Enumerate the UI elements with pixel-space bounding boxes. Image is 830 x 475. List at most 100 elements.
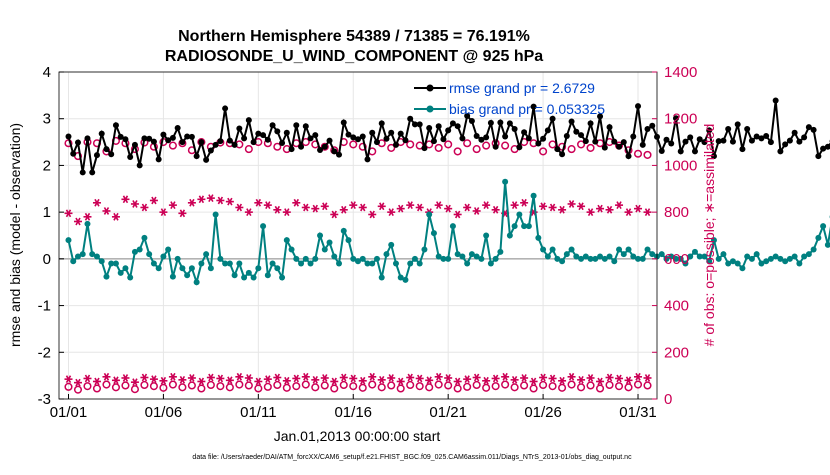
rmse-point [251, 139, 257, 145]
rmse-point [89, 169, 95, 175]
left-tick-label: -1 [38, 298, 51, 315]
x-tick-label: 01/16 [334, 404, 372, 421]
bias-point [531, 193, 537, 199]
right-tick-label: 200 [664, 344, 689, 361]
bias-point [820, 223, 826, 229]
rmse-point [474, 133, 480, 139]
bias-point [569, 247, 575, 253]
rmse-point [369, 130, 375, 136]
rmse-point [493, 144, 499, 150]
rmse-point [208, 147, 214, 153]
rmse-point [559, 151, 565, 157]
rmse-point [398, 131, 404, 137]
bias-point [379, 275, 385, 281]
rmse-point [792, 130, 798, 136]
bias-point [488, 261, 494, 267]
rmse-point [232, 142, 238, 148]
bias-point [754, 251, 760, 257]
rmse-point [611, 139, 617, 145]
x-tick-label: 01/06 [145, 404, 183, 421]
bias-point [156, 265, 162, 271]
bias-point [331, 254, 337, 260]
rmse-point [469, 118, 475, 124]
rmse-point [801, 134, 807, 140]
rmse-point [512, 126, 518, 132]
rmse-point [497, 119, 503, 125]
bias-point [815, 235, 821, 241]
rmse-point [773, 97, 779, 103]
bias-point [421, 247, 427, 253]
rmse-point [521, 129, 527, 135]
bias-point [564, 251, 570, 257]
rmse-point [720, 138, 726, 144]
rmse-point [678, 148, 684, 154]
bias-point [298, 261, 304, 267]
bias-point [279, 275, 285, 281]
rmse-point [616, 144, 622, 150]
rmse-point [763, 133, 769, 139]
rmse-point [270, 122, 276, 128]
rmse-point [194, 153, 200, 159]
rmse-point [70, 151, 76, 157]
bias-point [265, 272, 271, 278]
bias-point [507, 233, 513, 239]
bias-point [516, 211, 522, 217]
x-tick-label: 01/11 [240, 404, 276, 421]
rmse-point [222, 105, 228, 111]
bias-point [303, 256, 309, 262]
bias-point [208, 265, 214, 271]
rmse-point [749, 138, 755, 144]
bias-point [203, 251, 209, 257]
bias-point [412, 256, 418, 262]
rmse-point [103, 146, 109, 152]
chart-title-line1: Northern Hemisphere 54389 / 71385 = 76.1… [178, 28, 530, 45]
rmse-point [227, 138, 233, 144]
rmse-point [488, 120, 494, 126]
bias-point [146, 251, 152, 257]
bias-point [184, 272, 190, 278]
bias-point [483, 233, 489, 239]
left-tick-label: 2 [43, 157, 51, 174]
rmse-point [426, 125, 432, 131]
rmse-point [393, 142, 399, 148]
rmse-point [179, 139, 185, 145]
rmse-point [156, 156, 162, 162]
rmse-point [341, 119, 347, 125]
rmse-point [374, 139, 380, 145]
bias-point [540, 247, 546, 253]
rmse-point [483, 134, 489, 140]
bias-point [559, 258, 565, 264]
bias-point [151, 261, 157, 267]
bias-point [336, 261, 342, 267]
right-axis-label: # of obs: o=possible; ∗=assimilated [701, 124, 717, 347]
bias-point [402, 277, 408, 283]
right-tick-label: 600 [664, 251, 689, 268]
rmse-point [564, 133, 570, 139]
right-tick-label: 1400 [664, 64, 697, 81]
rmse-point [213, 142, 219, 148]
rmse-point [289, 146, 295, 152]
bias-point [545, 254, 551, 260]
rmse-point [327, 138, 333, 144]
rmse-point [592, 139, 598, 145]
plot-area [59, 72, 657, 399]
right-tick-label: 400 [664, 298, 689, 315]
bias-point [445, 256, 451, 262]
x-axis-label: Jan.01,2013 00:00:00 start [274, 428, 441, 444]
bias-point [346, 237, 352, 243]
rmse-point [811, 127, 817, 133]
rmse-point [298, 144, 304, 150]
rmse-point [170, 135, 176, 141]
bias-point [341, 228, 347, 234]
rmse-point [75, 140, 81, 146]
bias-point [360, 256, 366, 262]
bias-point [274, 265, 280, 271]
rmse-point [99, 131, 105, 137]
rmse-point [687, 134, 693, 140]
rmse-point [659, 148, 665, 154]
bias-point [692, 249, 698, 255]
bias-point [308, 261, 314, 267]
rmse-point [322, 144, 328, 150]
rmse-point [663, 137, 669, 143]
